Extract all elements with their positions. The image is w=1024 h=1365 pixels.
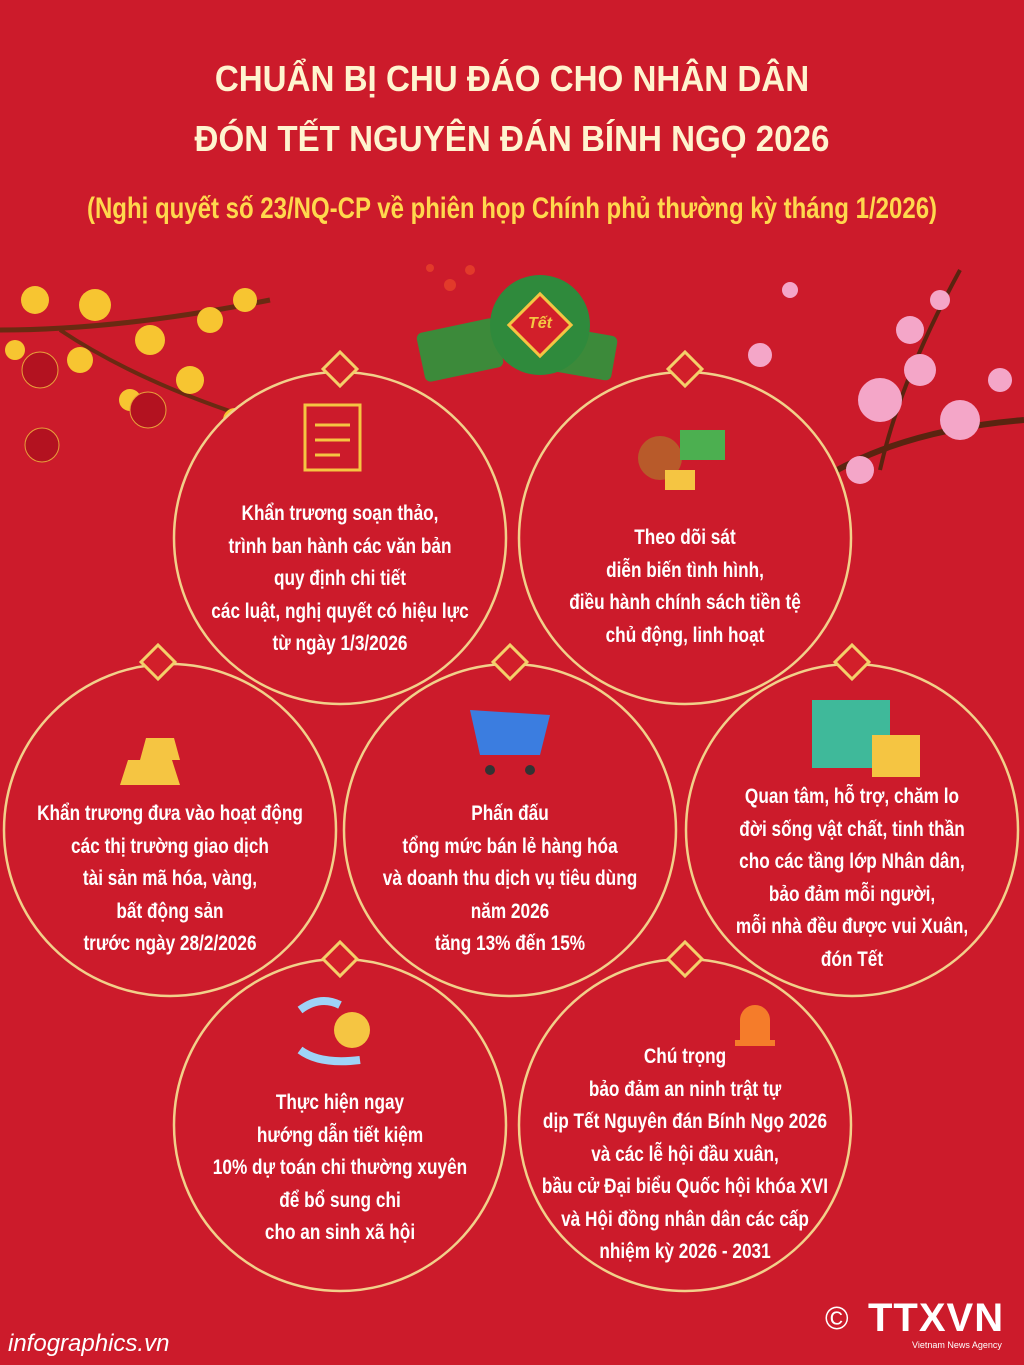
item-text: Theo dõi sát diễn biến tình hình, điều hàn… — [521, 522, 849, 652]
icons — [120, 403, 920, 1066]
tet-decoration — [416, 264, 618, 382]
item-text: Chú trọng bảo đảm an ninh trật tự dịp Tết … — [521, 1041, 849, 1269]
item-line: dịp Tết Nguyên đán Bính Ngọ 2026 — [542, 1110, 828, 1133]
item-line: cho an sinh xã hội — [264, 1221, 416, 1244]
item-line: và Hội đồng nhân dân các cấp — [561, 1207, 809, 1231]
title-line: ĐÓN TẾT NGUYÊN ĐÁN BÍNH NGỌ 2026 — [194, 118, 830, 159]
item-line: hướng dẫn tiết kiệm — [256, 1123, 424, 1147]
item-line: quy định chi tiết — [273, 567, 407, 590]
copyright: © — [825, 1300, 849, 1336]
peach-blossoms — [748, 269, 1024, 484]
item-line: trình ban hành các văn bản — [228, 534, 452, 558]
item-line: diễn biến tình hình, — [606, 558, 764, 582]
logo: TTXVN — [868, 1296, 1005, 1340]
circles — [2, 370, 1020, 1293]
item-line: và doanh thu dịch vụ tiêu dùng — [382, 867, 638, 890]
item-line: 10% dự toán chi thường xuyên — [212, 1156, 468, 1179]
item-line: từ ngày 1/3/2026 — [272, 632, 408, 655]
logo-sub: Vietnam News Agency — [912, 1340, 1002, 1350]
item-line: Quan tâm, hỗ trợ, chăm lo — [744, 785, 960, 808]
item-line: Thực hiện ngay — [275, 1091, 405, 1114]
item-line: tổng mức bán lẻ hàng hóa — [402, 834, 618, 858]
item-line: mỗi nhà đều được vui Xuân, — [735, 915, 969, 938]
item-line: các luật, nghị quyết có hiệu lực — [211, 599, 469, 623]
item-text: Khẩn trương đưa vào hoạt động các thị trư… — [6, 798, 334, 961]
subtitle: (Nghị quyết số 23/NQ-CP về phiên họp Chí… — [86, 192, 938, 225]
item-line: trước ngày 28/2/2026 — [83, 932, 257, 955]
item-line: để bổ sung chi — [279, 1188, 401, 1212]
item-line: đời sống vật chất, tinh thần — [739, 817, 965, 841]
item-line: tăng 13% đến 15% — [434, 932, 586, 955]
item-line: đón Tết — [820, 947, 884, 971]
item-line: bảo đảm mỗi người, — [768, 882, 936, 906]
item-text: Khẩn trương soạn thảo, trình ban hành các… — [176, 498, 504, 661]
item-line: tài sản mã hóa, vàng, — [82, 867, 258, 890]
title-line: CHUẨN BỊ CHU ĐÁO CHO NHÂN DÂN — [214, 58, 810, 99]
item-line: Phấn đấu — [471, 802, 549, 825]
badge: Tết — [528, 315, 552, 332]
site: infographics.vn — [8, 1330, 170, 1357]
item-line: bất động sản — [116, 899, 224, 923]
item-line: Khẩn trương soạn thảo, — [241, 502, 439, 525]
item-line: chủ động, linh hoạt — [605, 623, 765, 647]
item-line: Khẩn trương đưa vào hoạt động — [37, 802, 303, 825]
item-text: Phấn đấu tổng mức bán lẻ hàng hóa và doanh… — [346, 798, 674, 961]
item-line: cho các tầng lớp Nhân dân, — [739, 850, 965, 873]
item-line: bảo đảm an ninh trật tự — [588, 1077, 782, 1101]
item-line: các thị trường giao dịch — [71, 834, 269, 858]
item-line: nhiệm kỳ 2026 - 2031 — [599, 1240, 771, 1263]
item-line: điều hành chính sách tiền tệ — [569, 591, 801, 614]
item-line: bầu cử Đại biểu Quốc hội khóa XVI — [541, 1175, 829, 1198]
item-text: Quan tâm, hỗ trợ, chăm lo đời sống vật ch… — [688, 781, 1016, 976]
diamonds — [138, 349, 872, 979]
item-line: Theo dõi sát — [634, 526, 736, 549]
item-line: và các lễ hội đầu xuân, — [591, 1142, 779, 1166]
item-text: Thực hiện ngay hướng dẫn tiết kiệm 10% dự … — [176, 1087, 504, 1250]
item-line: năm 2026 — [470, 899, 550, 923]
item-line: Chú trọng — [643, 1045, 727, 1068]
